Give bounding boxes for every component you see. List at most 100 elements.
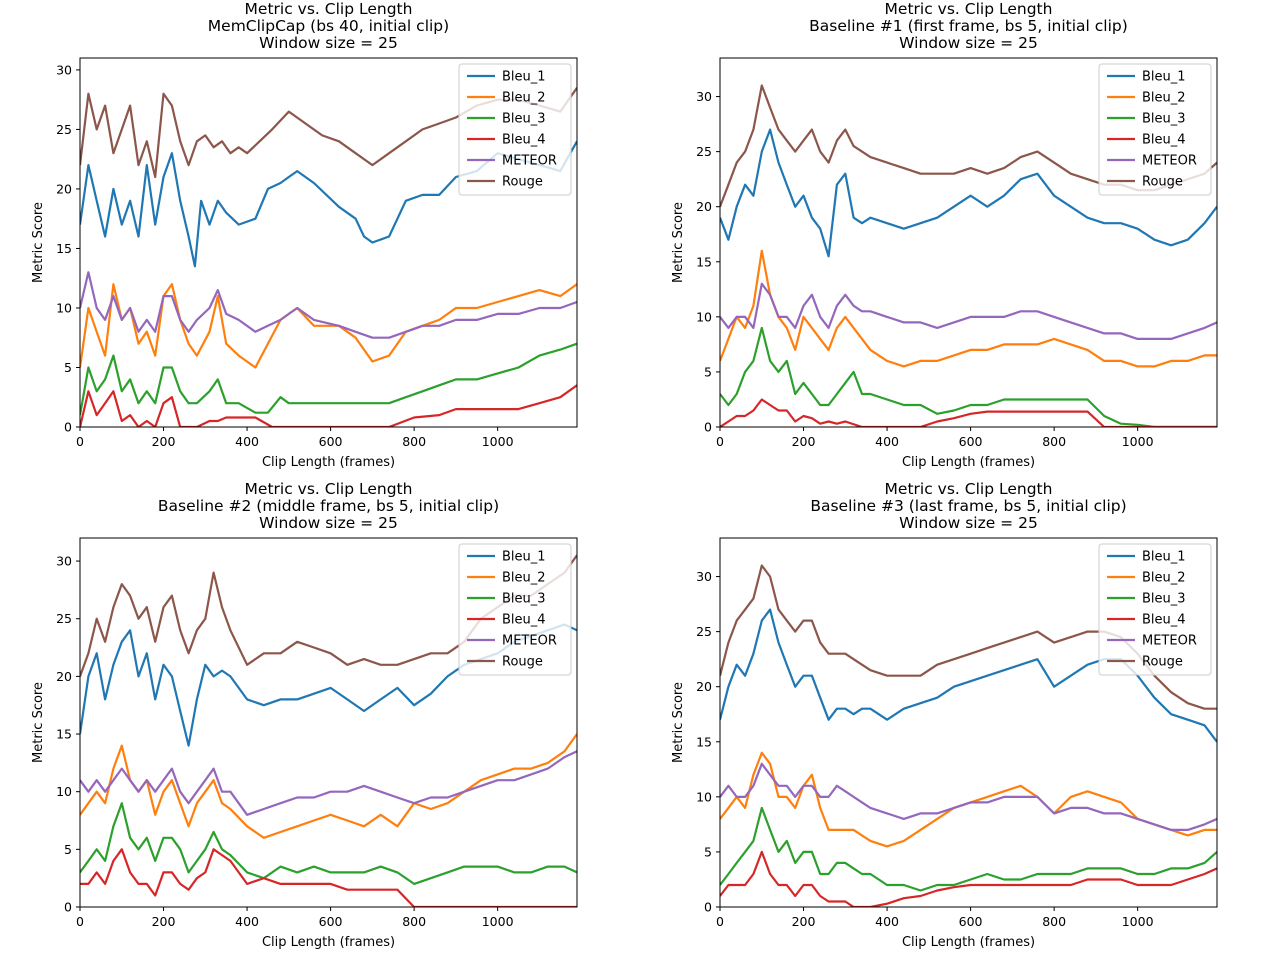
y-tick-label: 0 [704,900,712,915]
axes-frame [79,537,578,908]
legend: Bleu_1 Bleu_2 Bleu_3 Bleu_4 METEOR Rouge [1098,63,1212,196]
legend-label: Rouge [1142,655,1183,670]
chart-title-line: Window size = 25 [899,514,1038,532]
y-tick-label: 30 [696,569,712,584]
legend-label: Bleu_3 [502,592,546,607]
x-tick-label: 800 [1042,914,1066,929]
x-tick-label: 1000 [1122,434,1154,449]
y-tick-label: 25 [56,611,72,626]
x-tick-label: 200 [792,914,816,929]
y-tick-label: 10 [56,300,72,315]
y-tick-label: 25 [696,624,712,639]
x-tick-label: 0 [716,914,724,929]
y-tick-label: 15 [56,727,72,742]
x-tick-label: 1000 [482,434,514,449]
series-line-bleu-2 [80,733,577,839]
chart-title-line: Metric vs. Clip Length [885,0,1053,18]
x-tick-label: 400 [235,914,259,929]
x-axis-label: Clip Length (frames) [902,455,1035,470]
series-line-bleu-2 [720,751,1217,848]
x-axis-label: Clip Length (frames) [902,935,1035,950]
x-tick-label: 0 [716,434,724,449]
x-tick-label: 600 [959,914,983,929]
legend-label: Rouge [1142,175,1183,190]
x-tick-label: 200 [152,914,176,929]
legend-label: Bleu_1 [502,550,546,565]
x-tick-label: 0 [76,914,84,929]
chart-title-line: MemClipCap (bs 40, initial clip) [208,17,449,35]
legend-label: Bleu_2 [1142,571,1186,586]
chart-title-line: Metric vs. Clip Length [885,480,1053,498]
x-tick-label: 600 [319,914,343,929]
y-axis-label: Metric Score [31,202,46,283]
series-line-meteor [80,271,577,339]
legend: Bleu_1 Bleu_2 Bleu_3 Bleu_4 METEOR Rouge [1098,543,1212,676]
y-tick-label: 10 [56,784,72,799]
legend-label: Bleu_2 [502,571,546,586]
y-axis-label: Metric Score [671,202,686,283]
legend-label: METEOR [1142,154,1197,169]
x-tick-label: 600 [319,434,343,449]
y-tick-label: 30 [56,62,72,77]
y-tick-label: 20 [696,679,712,694]
x-tick-label: 400 [875,434,899,449]
series-line-meteor [720,282,1217,340]
legend-label: Bleu_1 [1142,550,1186,565]
legend-label: Rouge [502,655,543,670]
y-tick-label: 30 [56,554,72,569]
x-tick-label: 200 [792,434,816,449]
series-line-meteor [720,762,1217,832]
x-axis-label: Clip Length (frames) [262,935,395,950]
y-tick-label: 15 [696,254,712,269]
x-axis-label: Clip Length (frames) [262,455,395,470]
series-line-bleu-3 [720,326,1217,427]
y-tick-label: 0 [704,420,712,435]
y-tick-label: 15 [56,241,72,256]
x-tick-label: 1000 [1122,914,1154,929]
y-tick-label: 0 [64,900,72,915]
legend-label: Rouge [502,175,543,190]
series-line-bleu-1 [80,140,577,268]
series-line-bleu-3 [720,806,1217,892]
legend-label: Bleu_3 [502,112,546,127]
y-axis-label: Metric Score [671,682,686,763]
x-tick-label: 600 [959,434,983,449]
y-tick-label: 10 [696,309,712,324]
chart-title-line: Window size = 25 [259,514,398,532]
series-line-bleu-3 [80,342,577,416]
legend: Bleu_1 Bleu_2 Bleu_3 Bleu_4 METEOR Rouge [458,543,572,676]
y-tick-label: 30 [696,89,712,104]
legend-label: Bleu_1 [1142,70,1186,85]
y-tick-label: 10 [696,789,712,804]
series-line-bleu-4 [720,850,1217,907]
chart-title-line: Baseline #3 (last frame, bs 5, initial c… [810,497,1126,515]
chart-title-line: Window size = 25 [899,34,1038,52]
legend-label: Bleu_4 [1142,133,1186,148]
legend-label: METEOR [502,634,557,649]
legend-label: Bleu_2 [502,91,546,106]
axes-frame [719,537,1218,908]
chart-title-line: Baseline #2 (middle frame, bs 5, initial… [158,497,499,515]
axes-frame [79,57,578,428]
series-line-bleu-3 [80,802,577,886]
legend-label: Bleu_2 [1142,91,1186,106]
legend-label: Bleu_3 [1142,112,1186,127]
y-tick-label: 5 [704,364,712,379]
chart-title-line: Window size = 25 [259,34,398,52]
series-line-bleu-1 [720,128,1217,258]
series-line-meteor [80,750,577,816]
x-tick-label: 800 [402,914,426,929]
x-tick-label: 1000 [482,914,514,929]
series-line-bleu-4 [80,384,577,427]
x-tick-label: 200 [152,434,176,449]
y-axis-label: Metric Score [31,682,46,763]
y-tick-label: 15 [696,734,712,749]
y-tick-label: 5 [704,844,712,859]
series-line-bleu-2 [80,283,577,369]
y-tick-label: 5 [64,842,72,857]
y-tick-label: 0 [64,420,72,435]
